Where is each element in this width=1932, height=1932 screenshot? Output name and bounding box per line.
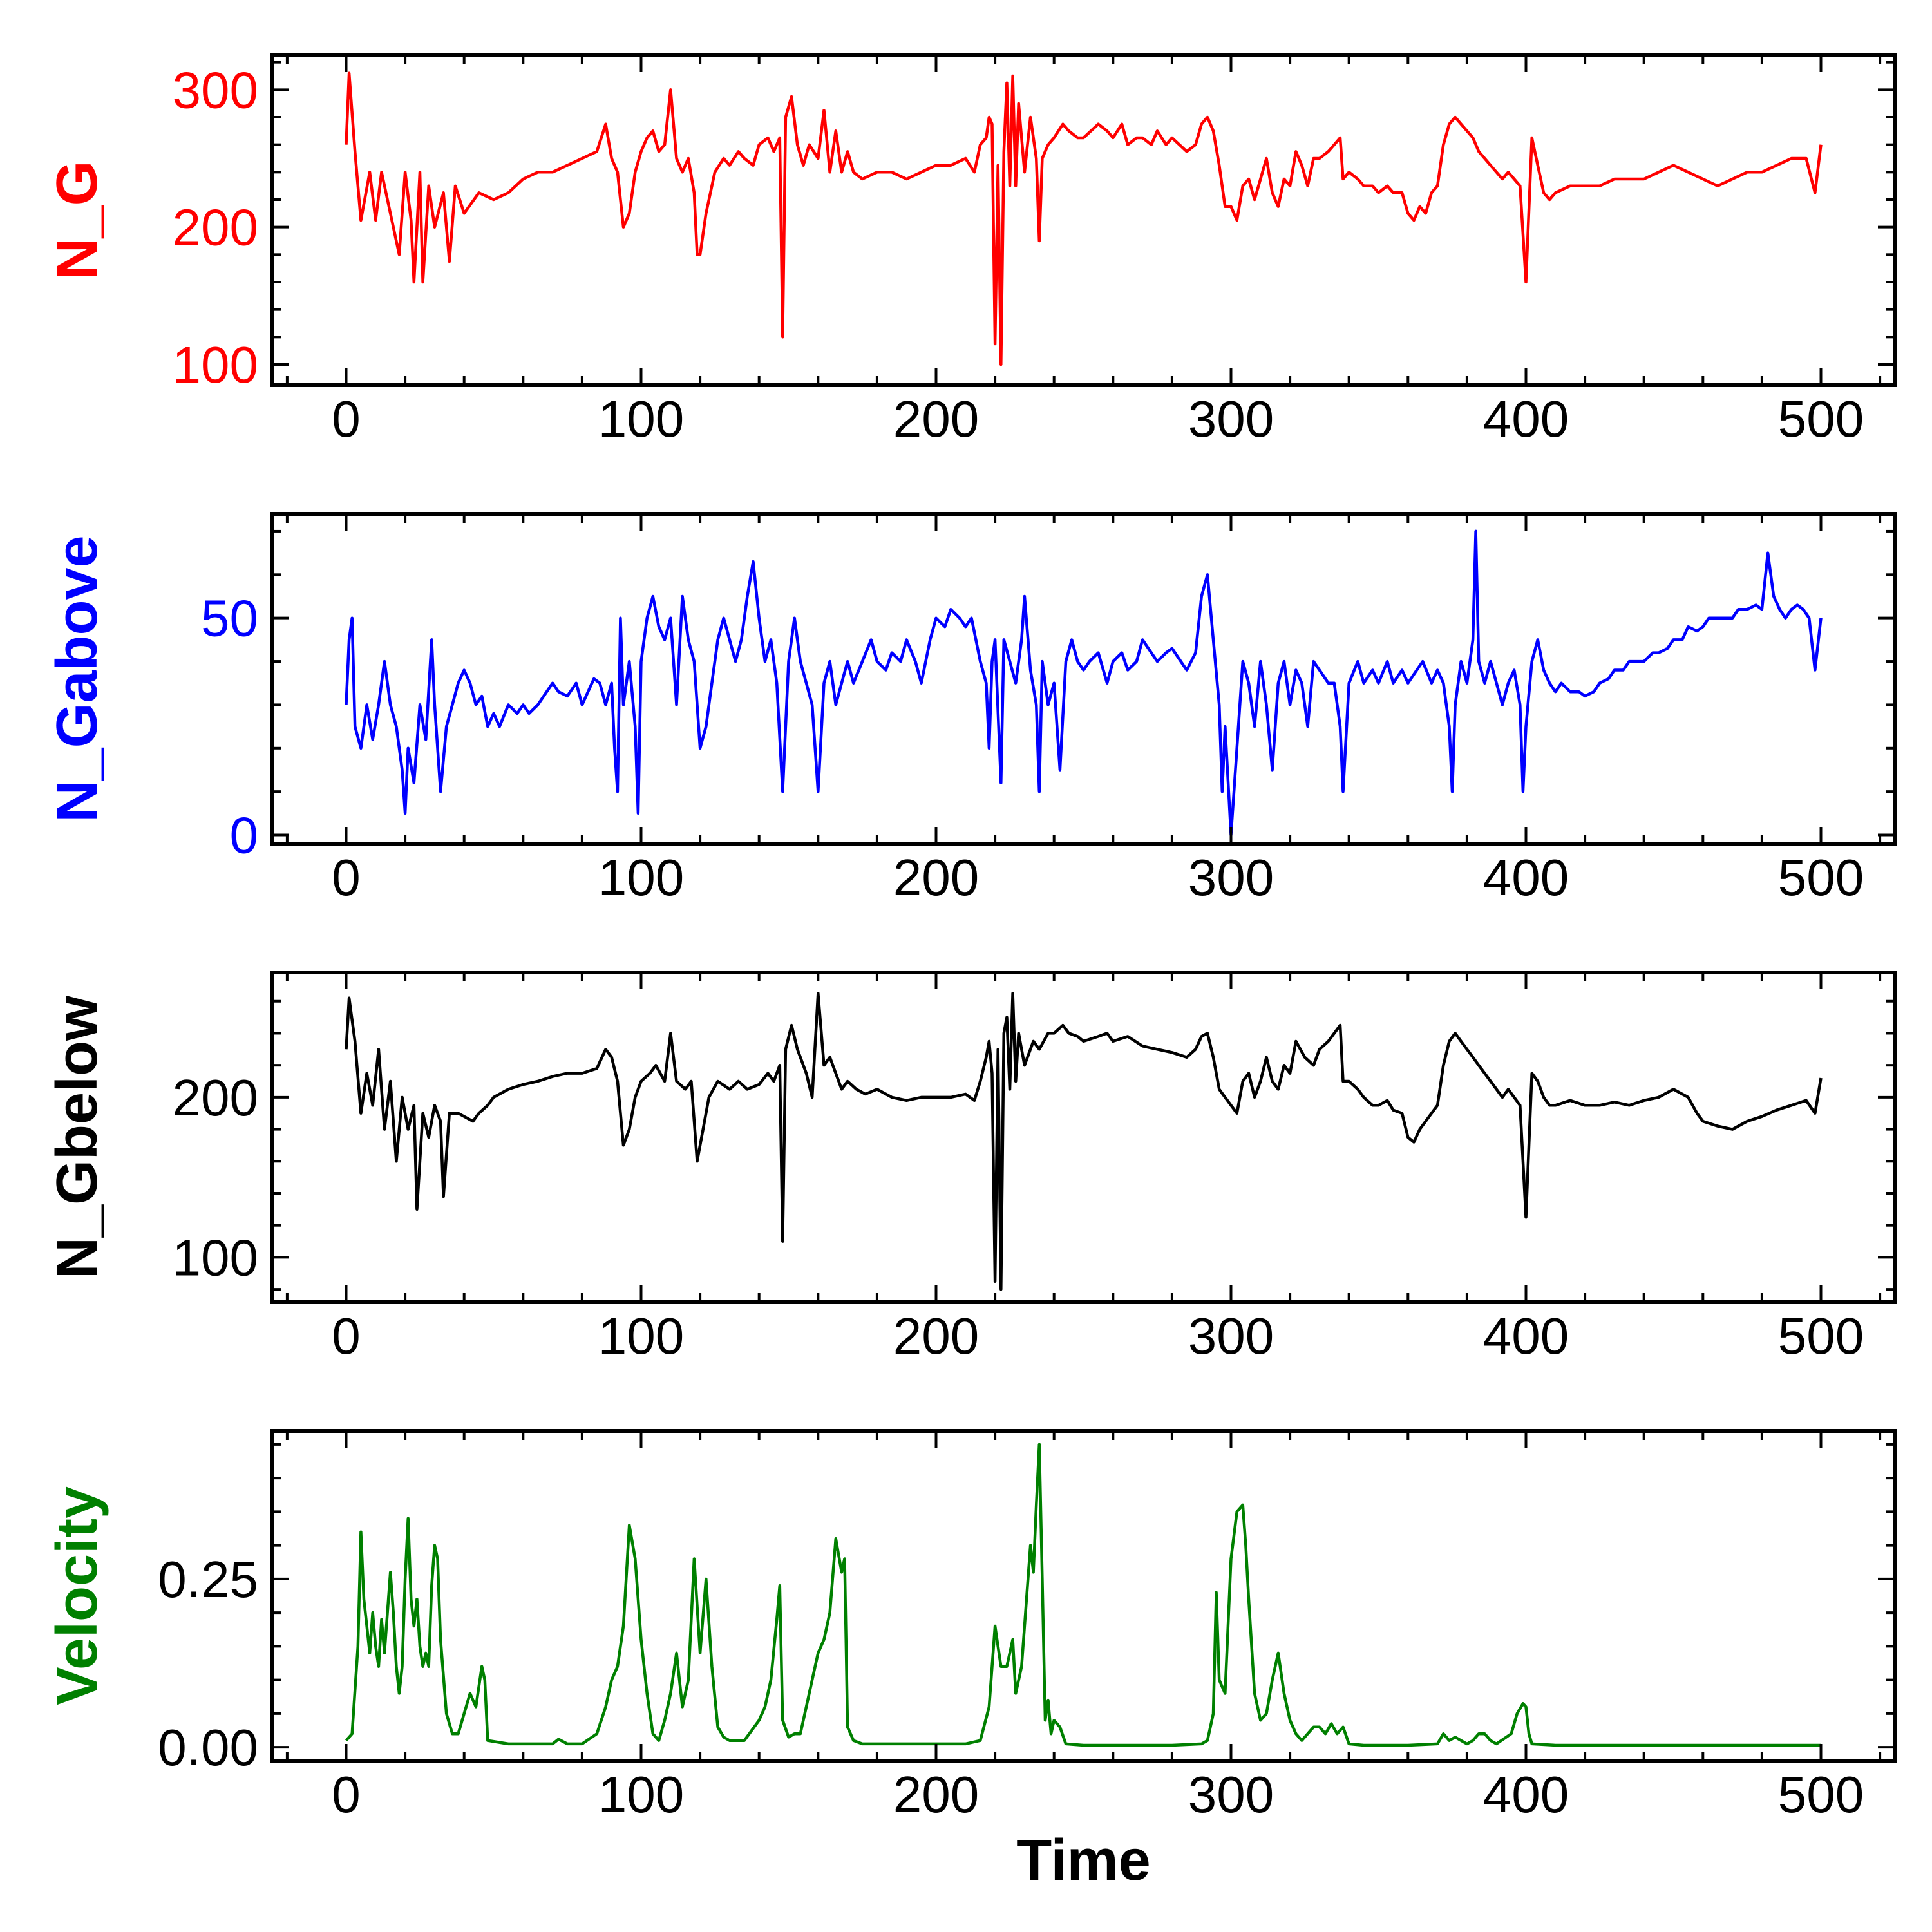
x-tick-label: 200 — [893, 849, 979, 906]
y-tick-label: 100 — [173, 1229, 258, 1286]
y-tick-label: 0.25 — [158, 1551, 258, 1608]
x-tick-label: 100 — [598, 849, 684, 906]
y-tick-label: 200 — [173, 199, 258, 256]
y-tick-label: 100 — [173, 336, 258, 393]
series-line-n-gbelow — [345, 992, 1823, 1291]
x-tick-label: 300 — [1188, 1766, 1274, 1823]
y-axis-label: N_Gbelow — [45, 995, 109, 1279]
plot-frame — [270, 1429, 1897, 1763]
panel-3: 0 100 200 300 400 500 100 200 N_Gbelow — [45, 971, 1897, 1365]
x-tick-label: 300 — [1188, 390, 1274, 448]
panel-1: 0 100 200 300 400 500 100 200 300 N_G — [45, 53, 1897, 448]
x-tick-label: 0 — [332, 1766, 361, 1823]
plot-frame — [270, 53, 1897, 387]
plot-frame — [270, 512, 1897, 846]
x-tick-label: 500 — [1778, 1307, 1864, 1365]
x-tick-label: 400 — [1483, 849, 1569, 906]
x-tick-label: 0 — [332, 1307, 361, 1365]
y-tick-label: 300 — [173, 61, 258, 118]
y-tick-label: 0 — [230, 807, 259, 864]
plot-frame — [270, 971, 1897, 1304]
y-tick-label: 50 — [201, 590, 258, 647]
x-tick-label: 400 — [1483, 1766, 1569, 1823]
y-axis-label: N_Gabove — [45, 535, 109, 822]
y-axis-label: Velocity — [45, 1486, 109, 1705]
y-tick-label: 0.00 — [158, 1719, 258, 1776]
x-tick-label: 100 — [598, 1766, 684, 1823]
series-line-n-g — [345, 71, 1823, 366]
panel-2: 0 100 200 300 400 500 0 50 N_Gabove — [45, 512, 1897, 906]
x-tick-label: 200 — [893, 1766, 979, 1823]
series-line-velocity — [345, 1443, 1821, 1747]
y-tick-label: 200 — [173, 1069, 258, 1126]
series-line-n-gabove — [345, 529, 1823, 837]
x-tick-label: 100 — [598, 1307, 684, 1365]
x-tick-label: 500 — [1778, 849, 1864, 906]
x-tick-label: 0 — [332, 849, 361, 906]
x-tick-label: 400 — [1483, 1307, 1569, 1365]
x-tick-label: 400 — [1483, 390, 1569, 448]
y-axis-label: N_G — [45, 160, 109, 279]
x-tick-label: 300 — [1188, 849, 1274, 906]
panel-4: 0 100 200 300 400 500 0.00 0.25 Velocity Time — [45, 1429, 1897, 1893]
x-tick-label: 300 — [1188, 1307, 1274, 1365]
x-tick-label: 200 — [893, 390, 979, 448]
x-tick-label: 200 — [893, 1307, 979, 1365]
x-axis-label: Time — [1016, 1828, 1150, 1893]
x-tick-label: 500 — [1778, 390, 1864, 448]
x-tick-label: 0 — [332, 390, 361, 448]
x-tick-label: 100 — [598, 390, 684, 448]
x-tick-label: 500 — [1778, 1766, 1864, 1823]
